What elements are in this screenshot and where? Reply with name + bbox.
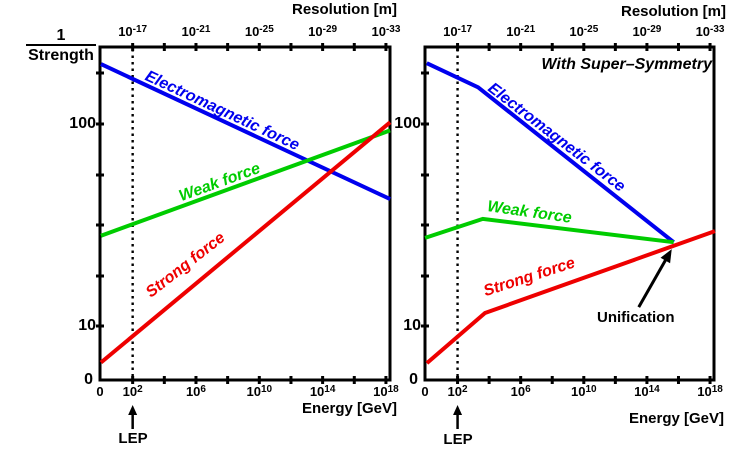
series-line-electromagnetic (100, 62, 391, 201)
resolution-tick-label: 10-33 (695, 24, 725, 39)
y-axis-title-denominator: Strength (28, 47, 94, 64)
y-tick-label: 10 (403, 317, 421, 334)
resolution-tick-label: 10-21 (506, 24, 536, 39)
series-line-weak (424, 216, 674, 245)
y-tick-label: 10 (78, 317, 96, 334)
energy-tick-label: 0 (96, 384, 104, 399)
energy-tick-label: 1010 (246, 384, 273, 399)
resolution-tick-label: 10-21 (181, 24, 211, 39)
resolution-tick-label: 10-25 (244, 24, 274, 39)
resolution-axis-title-right: Resolution [m] (621, 3, 726, 20)
resolution-axis-title-left: Resolution [m] (292, 1, 397, 18)
energy-tick-label: 1018 (373, 384, 399, 399)
series-line-weak (100, 128, 391, 238)
y-tick-label: 0 (84, 371, 93, 388)
series-line-strong (99, 120, 392, 365)
energy-tick-label: 102 (122, 384, 143, 399)
plot-frame (423, 45, 716, 382)
resolution-tick-label: 10-17 (118, 24, 148, 39)
plot-frame (98, 45, 392, 382)
arrowhead (660, 249, 672, 264)
resolution-tick-label: 10-17 (443, 24, 473, 39)
resolution-tick-label: 10-29 (632, 24, 662, 39)
energy-tick-label: 106 (510, 384, 531, 399)
y-axis-title-numerator: 1 (26, 27, 96, 46)
series-line-electromagnetic (425, 61, 675, 244)
unification-label: Unification (597, 309, 675, 326)
energy-axis-title-left: Energy [GeV] (301, 400, 397, 417)
energy-tick-label: 1010 (571, 384, 597, 399)
unification-arrow (637, 256, 669, 308)
y-tick-label: 100 (394, 115, 421, 132)
y-axis-title: 1 Strength (26, 27, 96, 65)
energy-tick-label: 1014 (634, 384, 660, 399)
susy-title: With Super–Symmetry (541, 56, 712, 73)
arrowhead (128, 405, 138, 415)
y-tick-label: 0 (409, 371, 418, 388)
series-line-strong (425, 229, 716, 365)
resolution-tick-label: 10-29 (308, 24, 338, 39)
energy-tick-label: 1018 (697, 384, 723, 399)
lep-label-left: LEP (118, 430, 148, 447)
energy-axis-title-right: Energy [GeV] (628, 410, 724, 427)
energy-tick-label: 106 (185, 384, 206, 399)
energy-tick-label: 1014 (309, 384, 336, 399)
energy-tick-label: 0 (421, 384, 429, 399)
energy-tick-label: 102 (447, 384, 468, 399)
lep-label-right: LEP (443, 431, 473, 448)
resolution-tick-label: 10-33 (371, 24, 401, 39)
arrowhead (453, 405, 463, 415)
y-tick-label: 100 (69, 115, 96, 132)
resolution-tick-label: 10-25 (569, 24, 599, 39)
